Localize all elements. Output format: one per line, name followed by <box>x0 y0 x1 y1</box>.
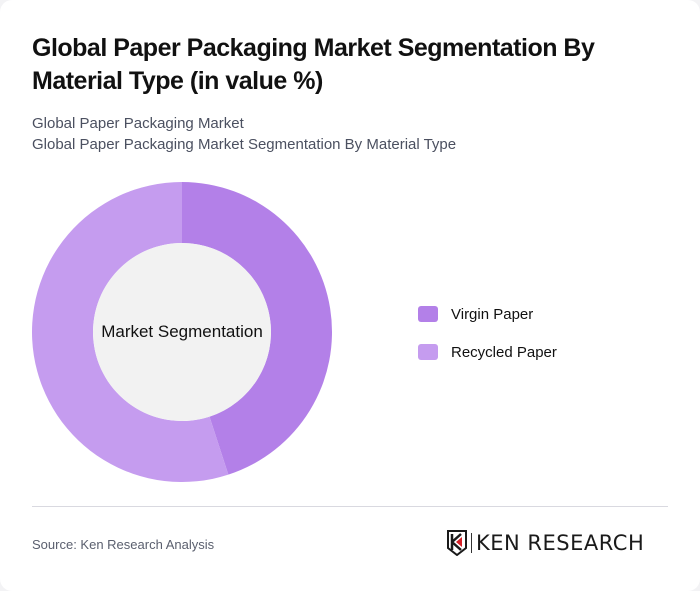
donut-hole <box>93 243 271 421</box>
subtitle-line-1: Global Paper Packaging Market <box>32 115 244 132</box>
logo-separator <box>471 533 472 553</box>
donut-slice-recycled-paper[interactable] <box>32 182 229 482</box>
ken-research-shield-icon <box>447 530 467 556</box>
legend-label: Virgin Paper <box>451 305 534 323</box>
chart-subtitle: Global Paper Packaging Market Global Pap… <box>32 113 456 155</box>
source-note: Source: Ken Research Analysis <box>32 537 215 552</box>
donut-slice-virgin-paper[interactable] <box>182 182 332 475</box>
ken-research-logo: KEN RESEARCH <box>447 530 644 556</box>
legend-swatch <box>418 344 438 360</box>
legend-label: Recycled Paper <box>451 343 557 361</box>
legend-swatch <box>418 306 438 322</box>
chart-legend: Virgin Paper Recycled Paper <box>418 302 557 378</box>
subtitle-line-2: Global Paper Packaging Market Segmentati… <box>32 136 457 153</box>
legend-item-recycled-paper[interactable]: Recycled Paper <box>418 340 557 364</box>
chart-title: Global Paper Packaging Market Segmentati… <box>32 34 595 95</box>
logo-text: KEN RESEARCH <box>476 531 645 555</box>
footer-divider <box>32 506 668 507</box>
legend-item-virgin-paper[interactable]: Virgin Paper <box>418 302 557 326</box>
donut-chart <box>32 182 332 482</box>
